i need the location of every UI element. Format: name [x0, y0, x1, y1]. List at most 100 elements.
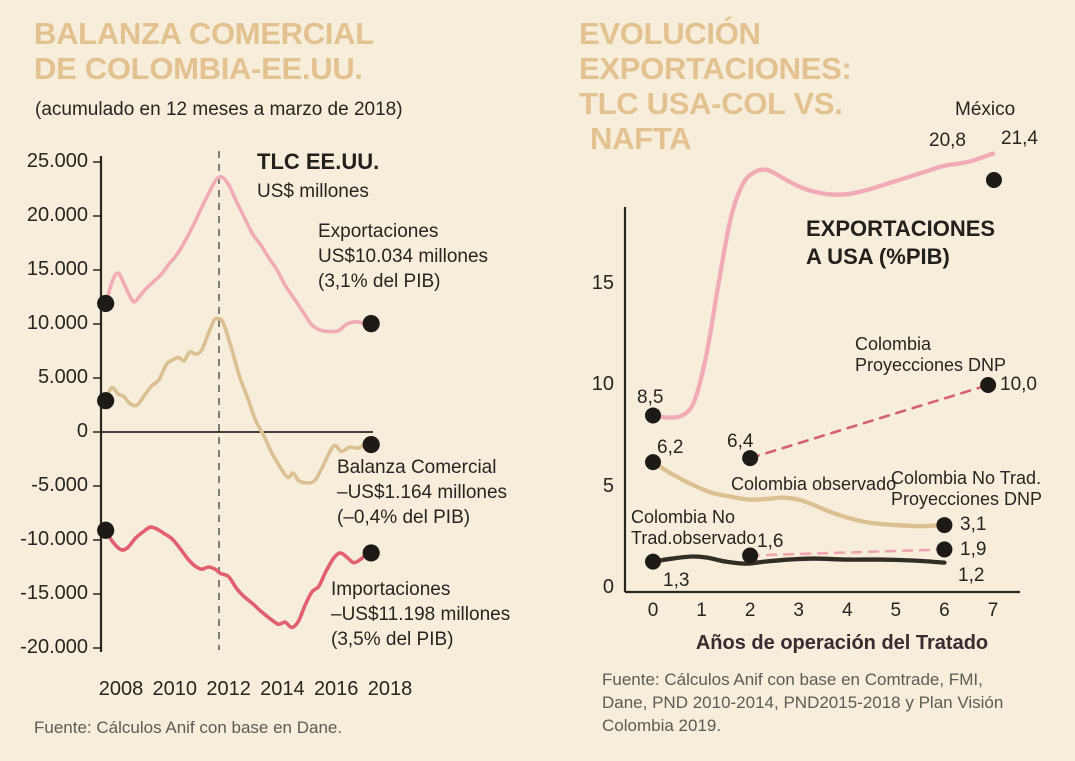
axis-tick-label: 5 — [602, 474, 614, 497]
notrad-proyecciones-label-line1: Colombia No Trad. — [891, 468, 1042, 488]
axis-tick-label: 6 — [939, 600, 950, 621]
data-point-marker — [97, 294, 115, 313]
axis-tick-label: 15.000 — [26, 258, 88, 280]
series-line-balanza-comercial — [103, 316, 373, 485]
notrad-proyecciones-end-value: 1,9 — [960, 539, 987, 560]
exportaciones-annotation-line2: US$10.034 millones — [318, 246, 489, 267]
colombia-observado-end-value: 3,1 — [960, 514, 987, 535]
mexico-series-label: México — [955, 99, 1016, 120]
colombia-proyecciones-start-value: 6,4 — [727, 431, 754, 452]
left-chart-markers — [97, 294, 380, 562]
axis-tick-label: -15.000 — [20, 582, 88, 604]
axis-tick-label: 0 — [647, 600, 659, 621]
series-line-m-xico — [650, 151, 996, 420]
series-line-colombia-proyecciones-dnp — [748, 383, 990, 460]
data-point-marker — [980, 377, 997, 393]
tlc-event-label: TLC EE.UU. — [257, 149, 380, 174]
data-point-marker — [362, 315, 380, 333]
importaciones-annotation-line3: (3,5% del PIB) — [331, 629, 454, 650]
notrad-end-value: 1,2 — [958, 565, 985, 586]
mexico-start-value: 8,5 — [637, 387, 664, 408]
right-chart-title: EVOLUCIÓN EXPORTACIONES: TLC USA-COL VS.… — [579, 16, 852, 156]
notrad-observado-label: Colombia No Trad.observado — [631, 507, 756, 549]
right-chart-title-line4: NAFTA — [590, 121, 692, 156]
balanza-annotation-line1: Balanza Comercial — [337, 457, 497, 478]
left-axis-tick-marks — [93, 161, 101, 649]
colombia-proyecciones-label-line2: Proyecciones DNP — [855, 355, 1007, 375]
axis-tick-label: 4 — [841, 600, 853, 621]
axis-tick-label: 2014 — [260, 678, 305, 700]
notrad-start-value: 1,3 — [663, 570, 690, 591]
axis-tick-label: 0 — [602, 576, 614, 598]
data-point-marker — [645, 454, 661, 471]
left-chart-series — [103, 174, 373, 630]
exportaciones-annotation-line3: (3,1% del PIB) — [318, 271, 441, 292]
axis-tick-label: 2016 — [313, 678, 359, 700]
right-chart-title-line2: EXPORTACIONES: — [579, 51, 852, 86]
axis-tick-label: 2008 — [98, 678, 144, 700]
balanza-annotation-line2: –US$1.164 millones — [337, 482, 508, 503]
right-chart-heading-line1: EXPORTACIONES — [806, 216, 996, 241]
units-label: US$ millones — [257, 181, 369, 202]
balanza-annotation-line3: (–0,4% del PIB) — [337, 507, 471, 528]
series-line-exportaciones — [103, 174, 373, 334]
notrad-observado-label-line1: Colombia No — [631, 507, 736, 527]
axis-tick-label: 2012 — [206, 678, 251, 700]
right-chart-markers — [645, 171, 1002, 570]
axis-tick-label: 10 — [591, 373, 614, 395]
axis-tick-label: 0 — [76, 420, 88, 442]
axis-tick-label: -20.000 — [20, 636, 88, 658]
left-chart-subtitle: (acumulado en 12 meses a marzo de 2018) — [35, 99, 403, 120]
left-chart-title-line1: BALANZA COMERCIAL — [34, 16, 374, 51]
series-line-colombia-no-trad-observado — [650, 554, 947, 566]
importaciones-annotation-line2: –US$11.198 millones — [331, 604, 511, 625]
right-chart-title-line1: EVOLUCIÓN — [579, 16, 761, 51]
right-chart-heading: EXPORTACIONES A USA (%PIB) — [806, 215, 995, 271]
axis-tick-label: -10.000 — [20, 528, 88, 550]
importaciones-annotation-line1: Importaciones — [331, 579, 451, 600]
axis-tick-label: 5.000 — [37, 366, 88, 388]
axis-tick-label: 7 — [987, 600, 999, 621]
notrad-proyecciones-label: Colombia No Trad. Proyecciones DNP — [891, 468, 1042, 510]
data-point-marker — [97, 392, 115, 410]
axis-tick-label: 10.000 — [26, 312, 88, 334]
data-point-marker — [742, 547, 759, 564]
data-point-marker — [362, 435, 380, 454]
data-point-marker — [936, 517, 953, 534]
balanza-annotation: Balanza Comercial –US$1.164 millones (–0… — [337, 455, 507, 530]
axis-tick-label: 2 — [744, 600, 756, 621]
colombia-observado-start-value: 6,2 — [657, 437, 684, 458]
right-chart-source-line3: Colombia 2019. — [602, 716, 722, 735]
series-line-colombia-observado — [650, 459, 947, 529]
axis-tick-label: 25.000 — [26, 150, 88, 172]
data-point-marker — [985, 171, 1002, 188]
right-x-axis-title: Años de operación del Tratado — [695, 632, 989, 654]
series-line-colombia-no-trad-proyecciones-dnp — [748, 548, 946, 557]
colombia-proyecciones-value: 10,0 — [1000, 374, 1037, 395]
axis-tick-label: 2010 — [152, 678, 198, 700]
right-chart-heading-line2: A USA (%PIB) — [806, 244, 950, 269]
left-chart-source: Fuente: Cálculos Anif con base en Dane. — [34, 718, 343, 737]
notrad-proyecciones-label-line2: Proyecciones DNP — [891, 489, 1043, 509]
data-point-marker — [936, 541, 953, 558]
right-chart-title-line3: TLC USA-COL VS. — [579, 86, 843, 121]
right-chart-source: Fuente: Cálculos Anif con base en Comtra… — [602, 668, 1003, 737]
right-chart-source-line2: Dane, PND 2010-2014, PND2015-2018 y Plan… — [602, 693, 1004, 712]
series-line-importaciones — [103, 525, 373, 630]
left-chart-title-line2: DE COLOMBIA-EE.UU. — [34, 51, 363, 86]
colombia-proyecciones-label: Colombia Proyecciones DNP — [855, 334, 1006, 376]
colombia-proyecciones-label-line1: Colombia — [855, 334, 932, 354]
colombia-observado-label: Colombia observado — [731, 474, 897, 494]
notrad-proyecciones-start-value: 1,6 — [757, 531, 784, 552]
data-point-marker — [645, 553, 661, 570]
axis-tick-label: -5.000 — [31, 474, 88, 496]
axis-tick-label: 3 — [793, 600, 804, 621]
data-point-marker — [645, 407, 661, 424]
data-point-marker — [362, 544, 380, 562]
axis-tick-label: 20.000 — [26, 204, 88, 226]
exportaciones-annotation-line1: Exportaciones — [318, 221, 439, 242]
exportaciones-annotation: Exportaciones US$10.034 millones (3,1% d… — [318, 219, 488, 294]
right-chart-series — [650, 151, 996, 566]
